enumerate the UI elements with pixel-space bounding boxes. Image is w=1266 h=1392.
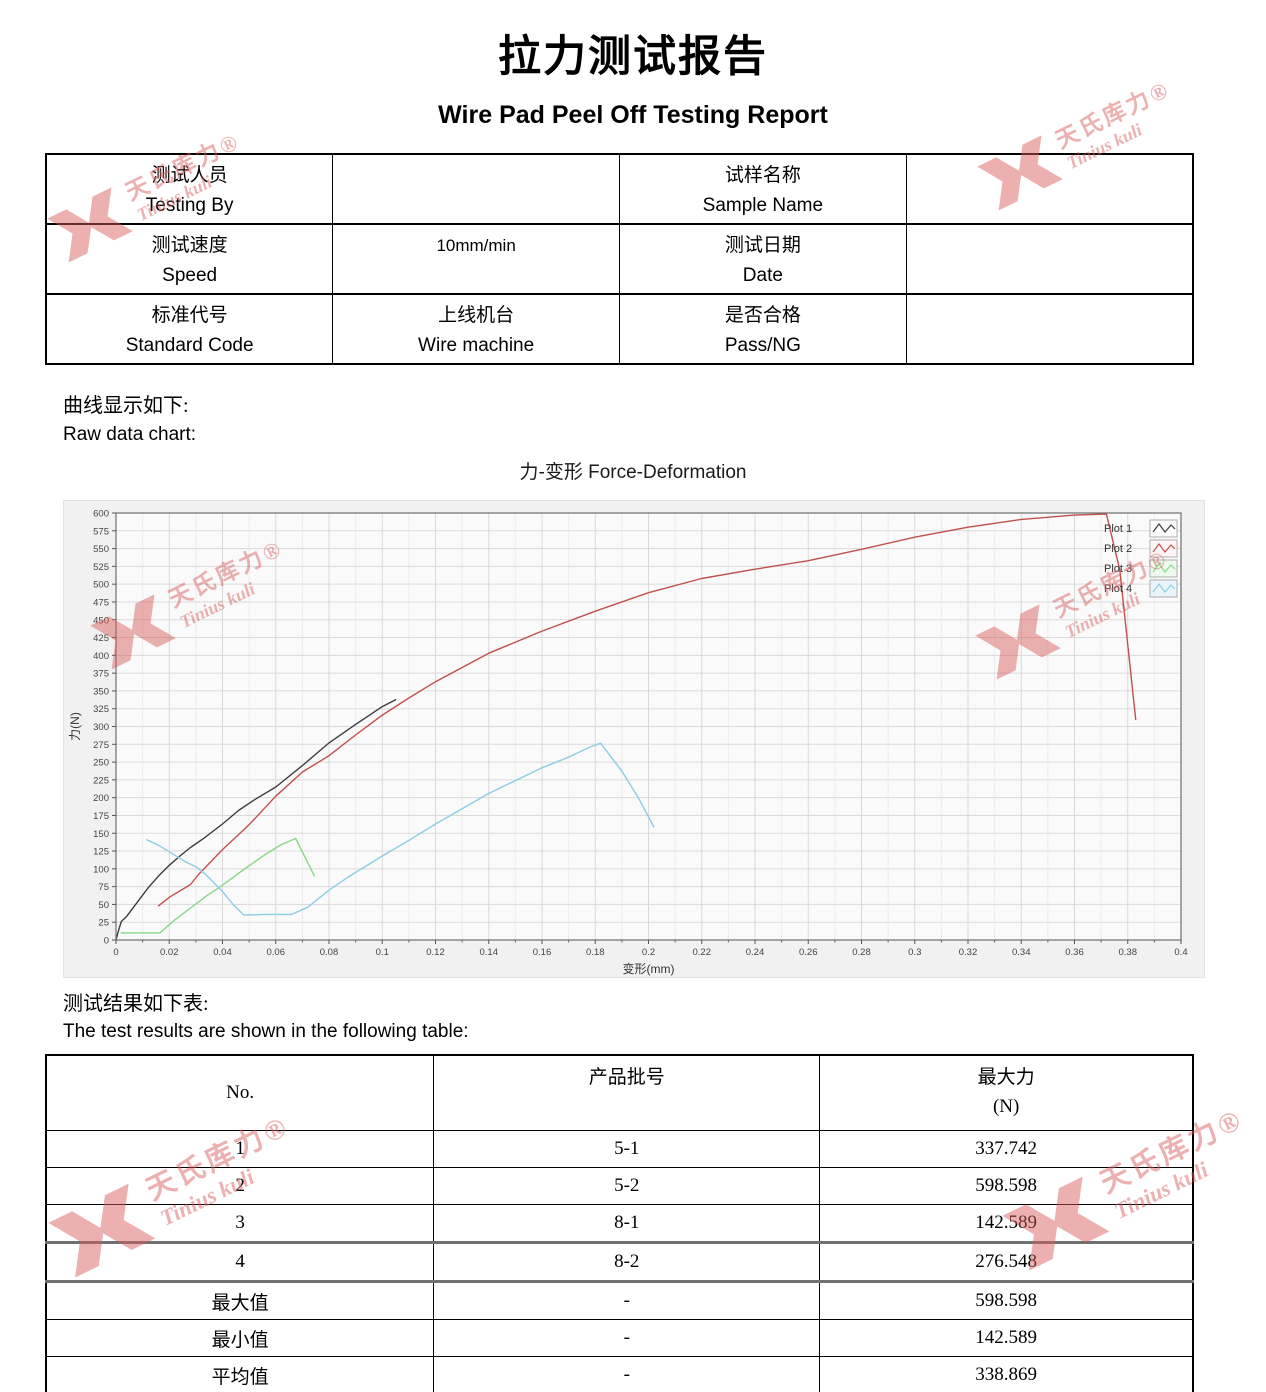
svg-text:350: 350 — [93, 686, 109, 697]
svg-text:75: 75 — [98, 882, 109, 893]
svg-text:400: 400 — [93, 651, 109, 662]
svg-text:0: 0 — [104, 936, 109, 947]
results-table: No. 产品批号 最大力 (N) 1 5-1 337.742 2 5-2 598… — [45, 1054, 1194, 1392]
table-row-max: 最大值 - 598.598 — [45, 1280, 1194, 1320]
col-header-max-force: 最大力 (N) — [819, 1054, 1194, 1131]
svg-text:0.14: 0.14 — [480, 947, 499, 958]
svg-text:325: 325 — [93, 704, 109, 715]
svg-text:0.38: 0.38 — [1119, 947, 1138, 958]
svg-text:175: 175 — [93, 811, 109, 822]
table-row-avg: 平均值 - 338.869 — [45, 1356, 1194, 1392]
label-date: 测试日期 Date — [619, 223, 907, 295]
svg-text:Plot 4: Plot 4 — [1104, 583, 1132, 595]
value-pass-ng — [905, 293, 1194, 365]
table-row: 1 5-1 337.742 — [45, 1130, 1194, 1168]
svg-text:0.22: 0.22 — [693, 947, 712, 958]
svg-text:100: 100 — [93, 864, 109, 875]
svg-text:0.28: 0.28 — [852, 947, 871, 958]
svg-text:0.08: 0.08 — [320, 947, 339, 958]
label-pass-ng: 是否合格 Pass/NG — [619, 293, 907, 365]
col-header-no: No. — [45, 1054, 435, 1131]
svg-text:0.06: 0.06 — [267, 947, 286, 958]
results-section-label-en: The test results are shown in the follow… — [63, 1021, 469, 1042]
results-header-row: No. 产品批号 最大力 (N) — [45, 1054, 1194, 1131]
table-row: 2 5-2 598.598 — [45, 1167, 1194, 1205]
force-deformation-chart: 0 0.02 0.04 0.06 0.08 0.1 0.12 0.14 0.16 0.18 0.2 0… — [63, 500, 1205, 978]
report-title-cn: 拉力测试报告 — [498, 34, 768, 81]
svg-text:0.4: 0.4 — [1174, 947, 1187, 958]
svg-text:200: 200 — [93, 793, 109, 804]
table-row: 3 8-1 142.589 — [45, 1204, 1194, 1243]
svg-text:0.3: 0.3 — [908, 947, 921, 958]
svg-text:150: 150 — [93, 829, 109, 840]
svg-text:125: 125 — [93, 847, 109, 858]
svg-text:力(N): 力(N) — [68, 712, 82, 741]
svg-text:变形(mm): 变形(mm) — [623, 961, 675, 976]
label-standard-code: 标准代号 Standard Code — [45, 293, 334, 365]
chart-title: 力-变形 Force-Deformation — [519, 462, 747, 483]
svg-text:0.34: 0.34 — [1012, 947, 1031, 958]
svg-text:0.16: 0.16 — [533, 947, 552, 958]
svg-text:525: 525 — [93, 562, 109, 573]
svg-text:0.12: 0.12 — [426, 947, 445, 958]
table-row: 4 8-2 276.548 — [45, 1241, 1194, 1282]
svg-text:50: 50 — [98, 900, 109, 911]
svg-text:0.26: 0.26 — [799, 947, 818, 958]
svg-text:0.1: 0.1 — [376, 947, 389, 958]
info-row: 测试速度 Speed 10mm/min 测试日期 Date — [45, 223, 1194, 295]
svg-text:275: 275 — [93, 740, 109, 751]
curve-section-label-en: Raw data chart: — [63, 424, 197, 445]
svg-text:475: 475 — [93, 597, 109, 608]
info-row: 标准代号 Standard Code 上线机台 Wire machine 是否合… — [45, 293, 1194, 365]
svg-text:0.02: 0.02 — [160, 947, 179, 958]
label-wire-machine: 上线机台 Wire machine — [332, 293, 620, 365]
col-header-batch: 产品批号 — [433, 1054, 821, 1131]
value-speed: 10mm/min — [332, 223, 620, 295]
svg-text:250: 250 — [93, 758, 109, 769]
svg-text:550: 550 — [93, 544, 109, 555]
svg-text:500: 500 — [93, 580, 109, 591]
value-testing-by — [332, 153, 620, 225]
svg-text:225: 225 — [93, 775, 109, 786]
curve-section-label-cn: 曲线显示如下: — [63, 395, 189, 417]
svg-text:600: 600 — [93, 509, 109, 520]
svg-text:25: 25 — [98, 918, 109, 929]
svg-text:0.36: 0.36 — [1065, 947, 1084, 958]
value-sample-name — [905, 153, 1194, 225]
label-sample-name: 试样名称 Sample Name — [619, 153, 907, 225]
svg-text:300: 300 — [93, 722, 109, 733]
label-speed: 测试速度 Speed — [45, 223, 334, 295]
svg-text:0.32: 0.32 — [959, 947, 978, 958]
svg-text:0.18: 0.18 — [586, 947, 605, 958]
results-section-label-cn: 测试结果如下表: — [63, 993, 209, 1015]
svg-text:Plot 3: Plot 3 — [1104, 563, 1132, 575]
svg-text:Plot 2: Plot 2 — [1104, 543, 1132, 555]
svg-text:450: 450 — [93, 615, 109, 626]
svg-text:0.24: 0.24 — [746, 947, 765, 958]
info-row: 测试人员 Testing By 试样名称 Sample Name — [45, 153, 1194, 225]
report-title-en: Wire Pad Peel Off Testing Report — [438, 101, 828, 129]
svg-text:0: 0 — [113, 947, 118, 958]
svg-text:0.2: 0.2 — [642, 947, 655, 958]
svg-text:425: 425 — [93, 633, 109, 644]
label-testing-by: 测试人员 Testing By — [45, 153, 334, 225]
svg-text:575: 575 — [93, 526, 109, 537]
svg-text:0.04: 0.04 — [213, 947, 232, 958]
info-table: 测试人员 Testing By 试样名称 Sample Name 测试速度 Sp… — [45, 153, 1194, 365]
value-date — [905, 223, 1194, 295]
svg-text:Plot 1: Plot 1 — [1104, 523, 1132, 535]
table-row-min: 最小值 - 142.589 — [45, 1319, 1194, 1357]
svg-text:375: 375 — [93, 669, 109, 680]
chart-canvas: 0 0.02 0.04 0.06 0.08 0.1 0.12 0.14 0.16 0.18 0.2 0… — [68, 509, 1188, 977]
